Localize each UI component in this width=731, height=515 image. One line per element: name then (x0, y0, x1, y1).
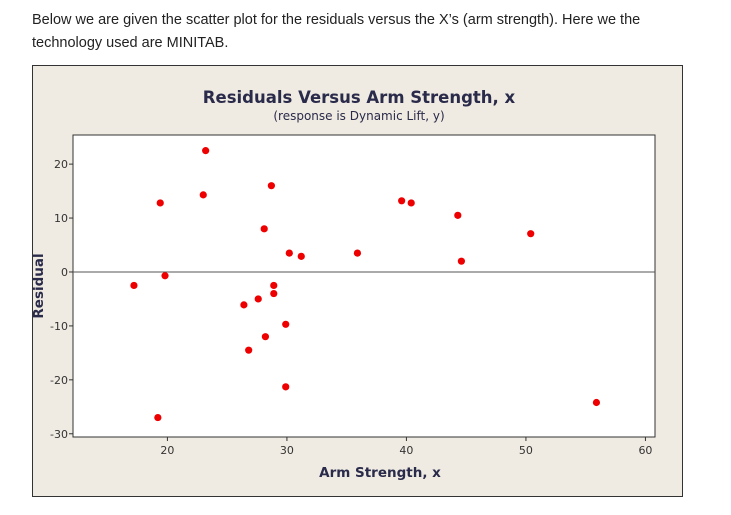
data-point (297, 252, 305, 260)
x-tick-label: 40 (399, 444, 413, 457)
data-point (398, 197, 406, 205)
plot-area (72, 134, 656, 438)
data-point (245, 346, 253, 354)
data-point (130, 281, 138, 290)
data-point (407, 199, 415, 207)
x-tick-label: 30 (280, 444, 294, 457)
chart-title: Residuals Versus Arm Strength, x (203, 88, 516, 107)
intro-paragraph: Below we are given the scatter plot for … (32, 12, 641, 51)
y-tick-label: 20 (54, 158, 68, 171)
data-point (270, 289, 278, 298)
y-tick-label: -10 (50, 320, 68, 333)
data-point (254, 295, 262, 303)
data-point (199, 191, 207, 199)
data-point (240, 301, 248, 309)
data-point (202, 147, 210, 155)
x-tick-label: 50 (519, 444, 533, 457)
x-axis-label: Arm Strength, x (319, 465, 441, 481)
y-tick-label: 0 (61, 266, 68, 279)
data-point (156, 199, 164, 207)
y-tick-label: 10 (54, 212, 68, 225)
y-tick-label: -20 (50, 374, 68, 387)
data-point (285, 249, 293, 257)
x-tick-label: 60 (638, 444, 652, 457)
x-tick-label: 20 (160, 444, 174, 457)
chart-subtitle: (response is Dynamic Lift, y) (273, 109, 444, 123)
y-tick-label: -30 (50, 428, 68, 441)
data-point (454, 211, 462, 219)
data-point (282, 320, 290, 328)
data-point (457, 257, 465, 265)
data-point (270, 281, 278, 290)
data-point (282, 383, 290, 391)
data-point (527, 230, 535, 238)
data-point (261, 333, 270, 341)
data-point (260, 225, 268, 233)
data-point (161, 272, 169, 280)
data-point (154, 413, 162, 422)
data-point (353, 249, 362, 257)
y-axis-label: Residual (31, 253, 47, 318)
data-point (267, 182, 275, 190)
data-point (592, 398, 601, 407)
